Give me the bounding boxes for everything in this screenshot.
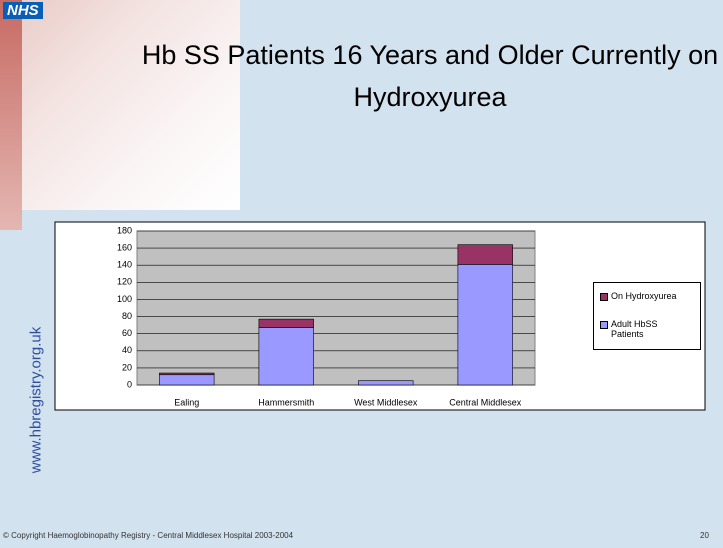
legend: On Hydroxyurea Adult HbSS Patients bbox=[593, 282, 701, 350]
x-tick-label: Ealing bbox=[174, 397, 199, 407]
x-tick-label: West Middlesex bbox=[354, 397, 418, 407]
bar-segment bbox=[258, 318, 314, 328]
legend-swatch bbox=[600, 321, 608, 329]
background-image bbox=[0, 0, 240, 210]
legend-label: Adult HbSS Patients bbox=[611, 319, 658, 339]
y-tick-label: 160 bbox=[117, 242, 132, 252]
y-tick-label: 100 bbox=[117, 294, 132, 304]
footer: © Copyright Haemoglobinopathy Registry -… bbox=[3, 531, 294, 540]
legend-item: On Hydroxyurea bbox=[600, 291, 698, 301]
y-tick-label: 20 bbox=[122, 362, 132, 372]
background-band bbox=[0, 0, 22, 230]
bar-segment bbox=[258, 327, 314, 386]
y-tick-label: 80 bbox=[122, 311, 132, 321]
y-tick-label: 40 bbox=[122, 345, 132, 355]
y-tick-label: 60 bbox=[122, 328, 132, 338]
y-tick-label: 180 bbox=[117, 225, 132, 235]
y-tick-label: 0 bbox=[127, 379, 132, 389]
x-tick-label: Hammersmith bbox=[258, 397, 314, 407]
page-number: 20 bbox=[700, 531, 709, 540]
legend-item: Adult HbSS Patients bbox=[600, 319, 698, 339]
legend-swatch bbox=[600, 293, 608, 301]
legend-label: On Hydroxyurea bbox=[611, 291, 677, 301]
bar-segment bbox=[457, 264, 513, 386]
chart-title: Hb SS Patients 16 Years and Older Curren… bbox=[141, 40, 719, 112]
bar-segment bbox=[358, 380, 414, 386]
bar-segment bbox=[159, 372, 215, 376]
y-tick-label: 120 bbox=[117, 277, 132, 287]
y-tick-label: 140 bbox=[117, 260, 132, 270]
website: www.hbregistry.org.uk bbox=[27, 326, 45, 474]
x-tick-label: Central Middlesex bbox=[449, 397, 522, 407]
bar-segment bbox=[159, 374, 215, 386]
bar-segment bbox=[457, 244, 513, 265]
logo: NHS bbox=[3, 2, 43, 19]
